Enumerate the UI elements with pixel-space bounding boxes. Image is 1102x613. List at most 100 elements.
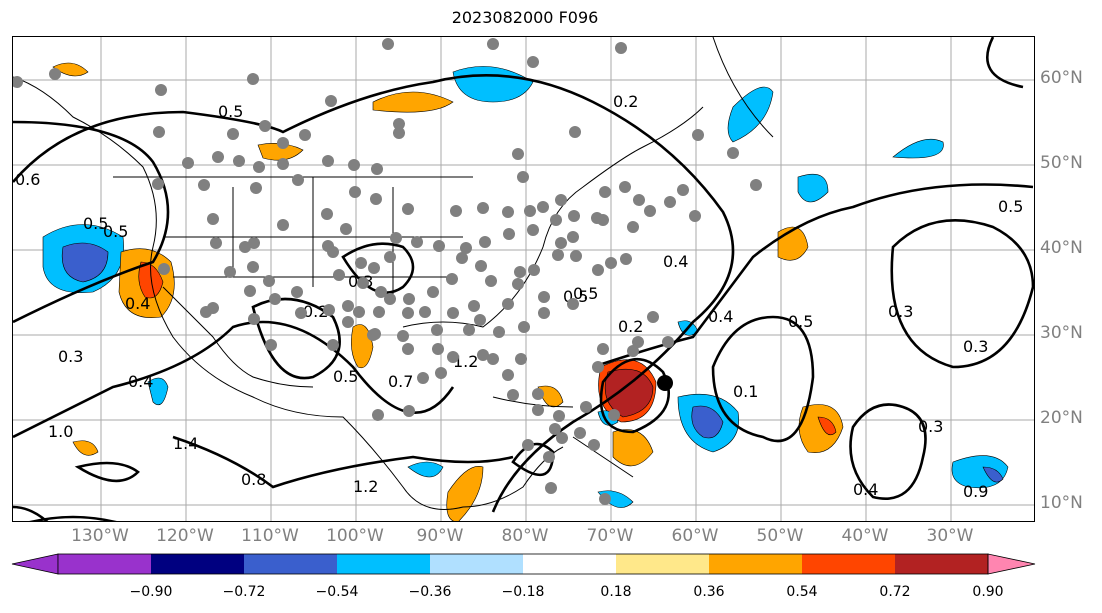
contour-label: 1.2 <box>353 477 378 496</box>
latitude-label: 50°N <box>1040 153 1083 173</box>
station-dot <box>212 151 224 163</box>
station-dot <box>580 401 592 413</box>
station-dot <box>325 95 337 107</box>
station-dot <box>555 237 567 249</box>
contour-label: 0.5 <box>218 102 243 121</box>
station-dot <box>647 311 659 323</box>
station-dot <box>248 313 260 325</box>
shade-blob <box>727 86 774 143</box>
contour-label: 0.5 <box>998 197 1023 216</box>
shade-blob <box>52 62 89 77</box>
map-panel: 0.5 0.6 0.5 0.4 0.2 0.3 0.5 1.0 1.4 0.8 1.2 0.7 1.2 0… <box>12 36 1035 522</box>
colorbar-tick-label: −0.90 <box>129 584 173 600</box>
shade-blob <box>452 66 534 103</box>
station-dot <box>384 251 396 263</box>
station-dot <box>538 307 550 319</box>
station-dot <box>537 201 549 213</box>
station-dot <box>555 194 567 206</box>
station-dot <box>627 345 639 357</box>
contour-label: 0.3 <box>918 417 943 436</box>
station-dot <box>597 214 609 226</box>
station-dot <box>291 286 303 298</box>
station-dot <box>355 257 367 269</box>
map-svg: 0.5 0.6 0.5 0.4 0.2 0.3 0.5 1.0 1.4 0.8 1.2 0.7 1.2 0… <box>13 37 1034 521</box>
colorbar-segment <box>337 554 430 574</box>
latitude-label: 60°N <box>1040 68 1083 88</box>
shade-blob <box>407 461 444 478</box>
contour-label: 0.2 <box>613 92 638 111</box>
colorbar-segment <box>709 554 802 574</box>
contour-label: 0.3 <box>58 347 83 366</box>
contour-label: 0.3 <box>888 302 913 321</box>
station-dot <box>292 174 304 186</box>
station-dot <box>250 182 262 194</box>
station-dot <box>605 257 617 269</box>
station-dot <box>538 291 550 303</box>
shade-blob <box>446 465 484 521</box>
station-dot <box>463 324 475 336</box>
colorbar-tick-label: −0.18 <box>501 584 545 600</box>
station-dot <box>403 405 415 417</box>
station-dot <box>527 56 539 68</box>
station-dot <box>224 266 236 278</box>
station-dot <box>619 181 631 193</box>
station-dot <box>502 298 514 310</box>
colorbar-segment <box>430 554 523 574</box>
station-dot <box>522 439 534 451</box>
station-dot <box>403 293 415 305</box>
station-dot <box>342 300 354 312</box>
station-dot <box>569 126 581 138</box>
station-dot <box>664 196 676 208</box>
shade-blob <box>537 385 564 408</box>
station-dot <box>556 432 568 444</box>
contour-label: 1.4 <box>173 434 198 453</box>
colorbar-segment <box>58 554 151 574</box>
station-dot <box>152 178 164 190</box>
station-dot <box>456 252 468 264</box>
latitude-label: 40°N <box>1040 238 1083 258</box>
station-dot <box>446 273 458 285</box>
station-dot <box>393 127 405 139</box>
shade-blob <box>604 368 654 418</box>
station-dot <box>348 159 360 171</box>
station-dot <box>507 389 519 401</box>
contour-label: 0.4 <box>708 307 733 326</box>
station-dot <box>402 343 414 355</box>
shade-blob <box>61 242 109 283</box>
station-dot <box>750 179 762 191</box>
contour-label-group: 0.5 0.6 0.5 0.4 0.2 0.3 0.5 1.0 1.4 0.8 1.2 0.7 1.2 0… <box>15 92 1023 501</box>
station-dot <box>487 38 499 50</box>
station-dot <box>632 336 644 348</box>
longitude-label: 30°W <box>926 526 974 546</box>
station-dot <box>503 228 515 240</box>
contour-label: 1.2 <box>453 352 478 371</box>
station-dot <box>323 304 335 316</box>
shade-blob <box>257 143 304 161</box>
station-dot <box>450 205 462 217</box>
station-dot <box>198 179 210 191</box>
longitude-label: 130°W <box>71 526 129 546</box>
station-dot <box>527 224 539 236</box>
shade-blob <box>72 440 99 456</box>
station-dot <box>477 349 489 361</box>
station-dot <box>692 129 704 141</box>
colorbar-extend-high <box>987 553 1036 575</box>
station-dot <box>689 210 701 222</box>
contour-label: 0.1 <box>733 382 758 401</box>
station-dot <box>435 367 447 379</box>
station-dot <box>620 253 632 265</box>
station-dot <box>512 148 524 160</box>
station-dot <box>567 231 579 243</box>
station-dot <box>200 306 212 318</box>
station-dot <box>411 236 423 248</box>
longitude-label: 60°W <box>671 526 719 546</box>
station-dot <box>460 242 472 254</box>
station-dot <box>372 409 384 421</box>
longitude-label: 80°W <box>501 526 549 546</box>
station-dot <box>633 194 645 206</box>
station-dot <box>493 326 505 338</box>
station-dot <box>390 232 402 244</box>
contour-label: 0.4 <box>853 480 878 499</box>
station-dot <box>368 262 380 274</box>
station-dot <box>568 210 580 222</box>
